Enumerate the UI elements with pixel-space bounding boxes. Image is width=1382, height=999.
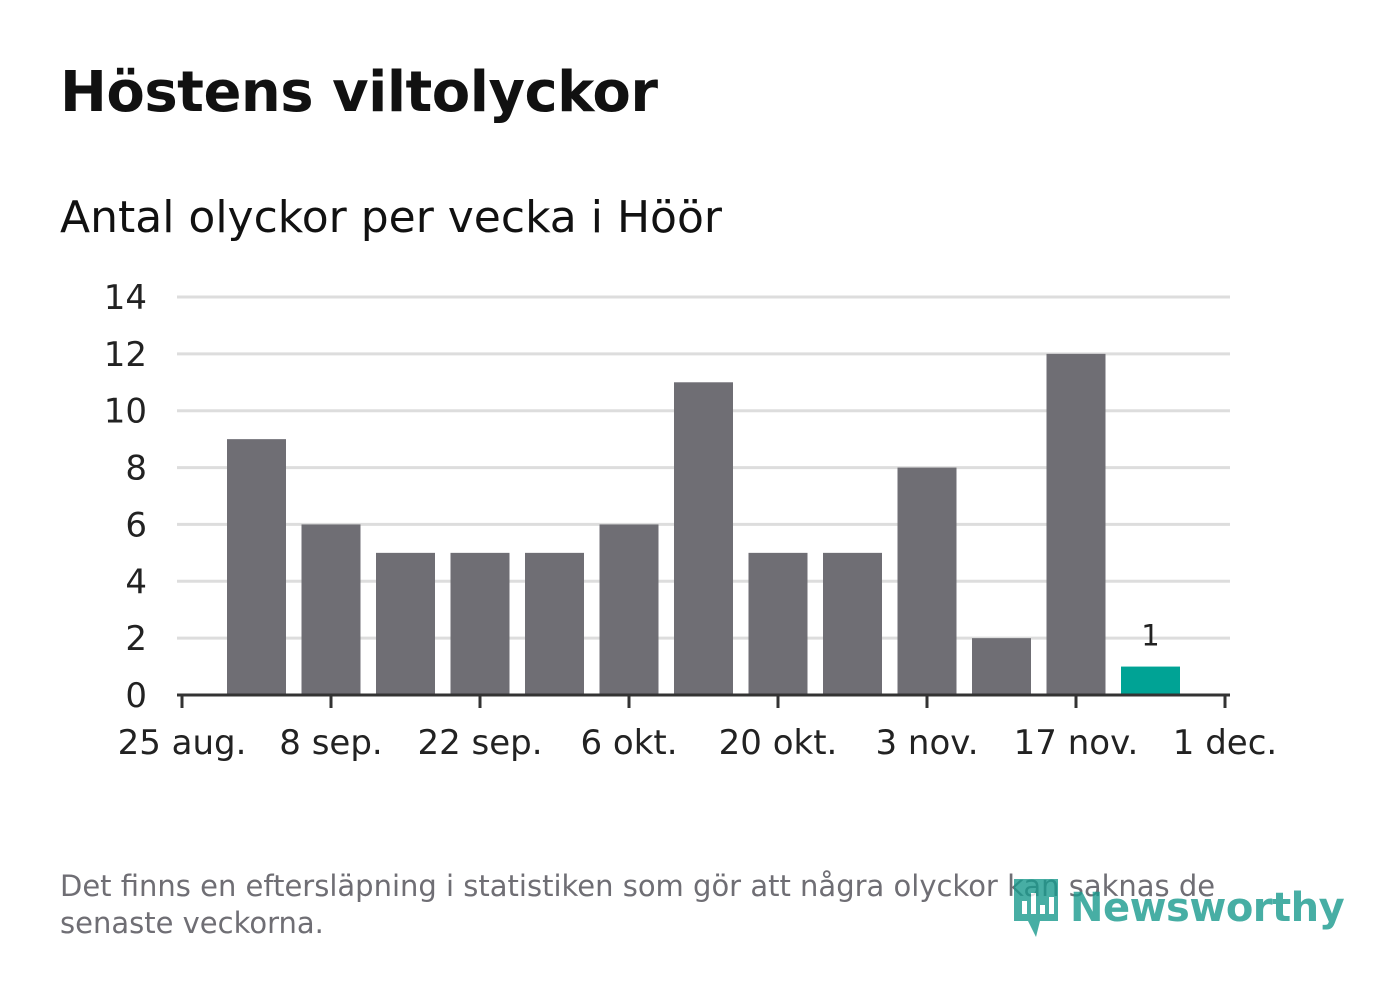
x-tick-label: 20 okt. xyxy=(719,723,838,763)
bar xyxy=(972,638,1031,695)
y-tick-label: 2 xyxy=(125,619,147,659)
bar xyxy=(1121,666,1180,695)
y-tick-label: 14 xyxy=(104,278,147,318)
data-label: 1 xyxy=(1141,619,1159,653)
bar xyxy=(450,552,510,695)
brand-name: Newsworthy xyxy=(1070,885,1345,931)
bar xyxy=(748,552,808,695)
x-tick-label: 6 okt. xyxy=(580,723,677,763)
x-tick-label: 25 aug. xyxy=(118,723,247,763)
bar-chart: 0 2 4 6 8 10 12 14 1 25 aug. 8 sep. 22 sep. 6 okt. 20… xyxy=(104,278,1277,763)
chart-subtitle: Antal olyckor per vecka i Höör xyxy=(60,192,722,243)
y-tick-label: 8 xyxy=(125,449,147,489)
bar xyxy=(599,524,659,695)
y-tick-label: 0 xyxy=(125,676,147,716)
x-tick-label: 17 nov. xyxy=(1014,723,1139,763)
bar xyxy=(674,382,733,695)
y-tick-label: 12 xyxy=(104,335,147,375)
page-title: Höstens viltolyckor xyxy=(60,60,658,125)
newsworthy-logo: Newsworthy xyxy=(1010,874,1345,942)
x-tick-label: 1 dec. xyxy=(1173,723,1277,763)
newsworthy-icon xyxy=(1014,879,1058,937)
bar xyxy=(227,439,286,695)
y-tick-label: 4 xyxy=(125,562,147,602)
y-tick-label: 10 xyxy=(104,392,147,432)
bar xyxy=(823,552,882,695)
bar xyxy=(301,524,361,695)
bar xyxy=(525,552,584,695)
y-tick-label: 6 xyxy=(125,505,147,545)
bar xyxy=(897,467,957,695)
x-tick-label: 3 nov. xyxy=(875,723,978,763)
x-tick-label: 8 sep. xyxy=(279,723,382,763)
bar xyxy=(1046,353,1106,695)
bar xyxy=(376,552,435,695)
x-tick-label: 22 sep. xyxy=(417,723,542,763)
